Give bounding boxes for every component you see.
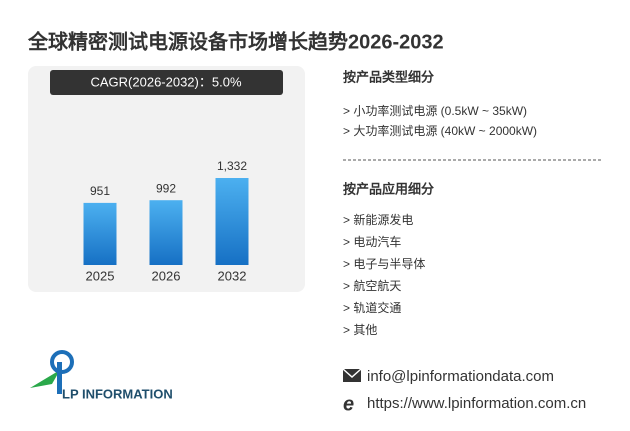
segment-item: > 电子与半导体 <box>343 257 425 271</box>
bar <box>83 202 117 265</box>
cagr-banner <box>50 70 283 95</box>
logo-text: LP INFORMATION <box>62 386 173 401</box>
segment-item: > 航空航天 <box>343 278 401 293</box>
bar <box>215 178 249 265</box>
logo: LP INFORMATION <box>30 350 173 401</box>
segment-item: > 轨道交通 <box>343 300 401 315</box>
x-tick-label: 2032 <box>218 268 247 283</box>
segment-item: > 小功率测试电源 (0.5kW ~ 35kW) <box>343 103 527 118</box>
x-tick-label: 2025 <box>86 268 115 283</box>
email-icon-flap <box>342 368 362 379</box>
segment-item: > 电动汽车 <box>343 234 401 249</box>
logo-mark <box>30 370 60 388</box>
value-label: 992 <box>156 181 176 195</box>
title: 全球精密测试电源设备市场增长趋势2026-2032 <box>27 29 444 53</box>
segment-item: > 其他 <box>343 323 377 337</box>
segment-item: > 大功率测试电源 (40kW ~ 2000kW) <box>343 123 537 138</box>
segment-item: > 新能源发电 <box>343 212 413 227</box>
segment-heading: 按产品类型细分 <box>343 69 434 84</box>
bars: 951 2025 992 2026 1,332 2032 <box>83 159 249 283</box>
cagr-text: CAGR(2026-2032)：5.0% <box>90 74 241 89</box>
value-label: 1,332 <box>217 159 247 173</box>
web-icon: e <box>343 393 354 415</box>
website: https://www.lpinformation.com.cn <box>367 395 586 412</box>
logo-stem <box>57 362 62 394</box>
bar <box>149 200 183 265</box>
segments: 按产品类型细分 > 小功率测试电源 (0.5kW ~ 35kW) > 大功率测试电源… <box>343 69 537 337</box>
segment-heading: 按产品应用细分 <box>343 181 434 196</box>
x-tick-label: 2026 <box>152 268 181 283</box>
value-label: 951 <box>90 184 110 198</box>
email: info@lpinformationdata.com <box>367 368 554 385</box>
